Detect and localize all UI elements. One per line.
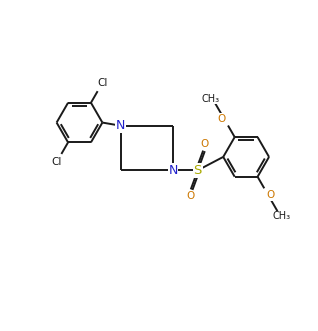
Text: O: O xyxy=(187,191,195,201)
Text: O: O xyxy=(201,139,209,149)
Text: Cl: Cl xyxy=(52,157,62,167)
Text: O: O xyxy=(218,114,226,124)
Text: N: N xyxy=(168,164,178,177)
Text: Cl: Cl xyxy=(97,78,107,88)
Text: CH₃: CH₃ xyxy=(202,94,220,104)
Text: N: N xyxy=(116,119,126,132)
Text: O: O xyxy=(266,190,274,200)
Text: S: S xyxy=(194,164,202,177)
Text: CH₃: CH₃ xyxy=(273,211,290,221)
